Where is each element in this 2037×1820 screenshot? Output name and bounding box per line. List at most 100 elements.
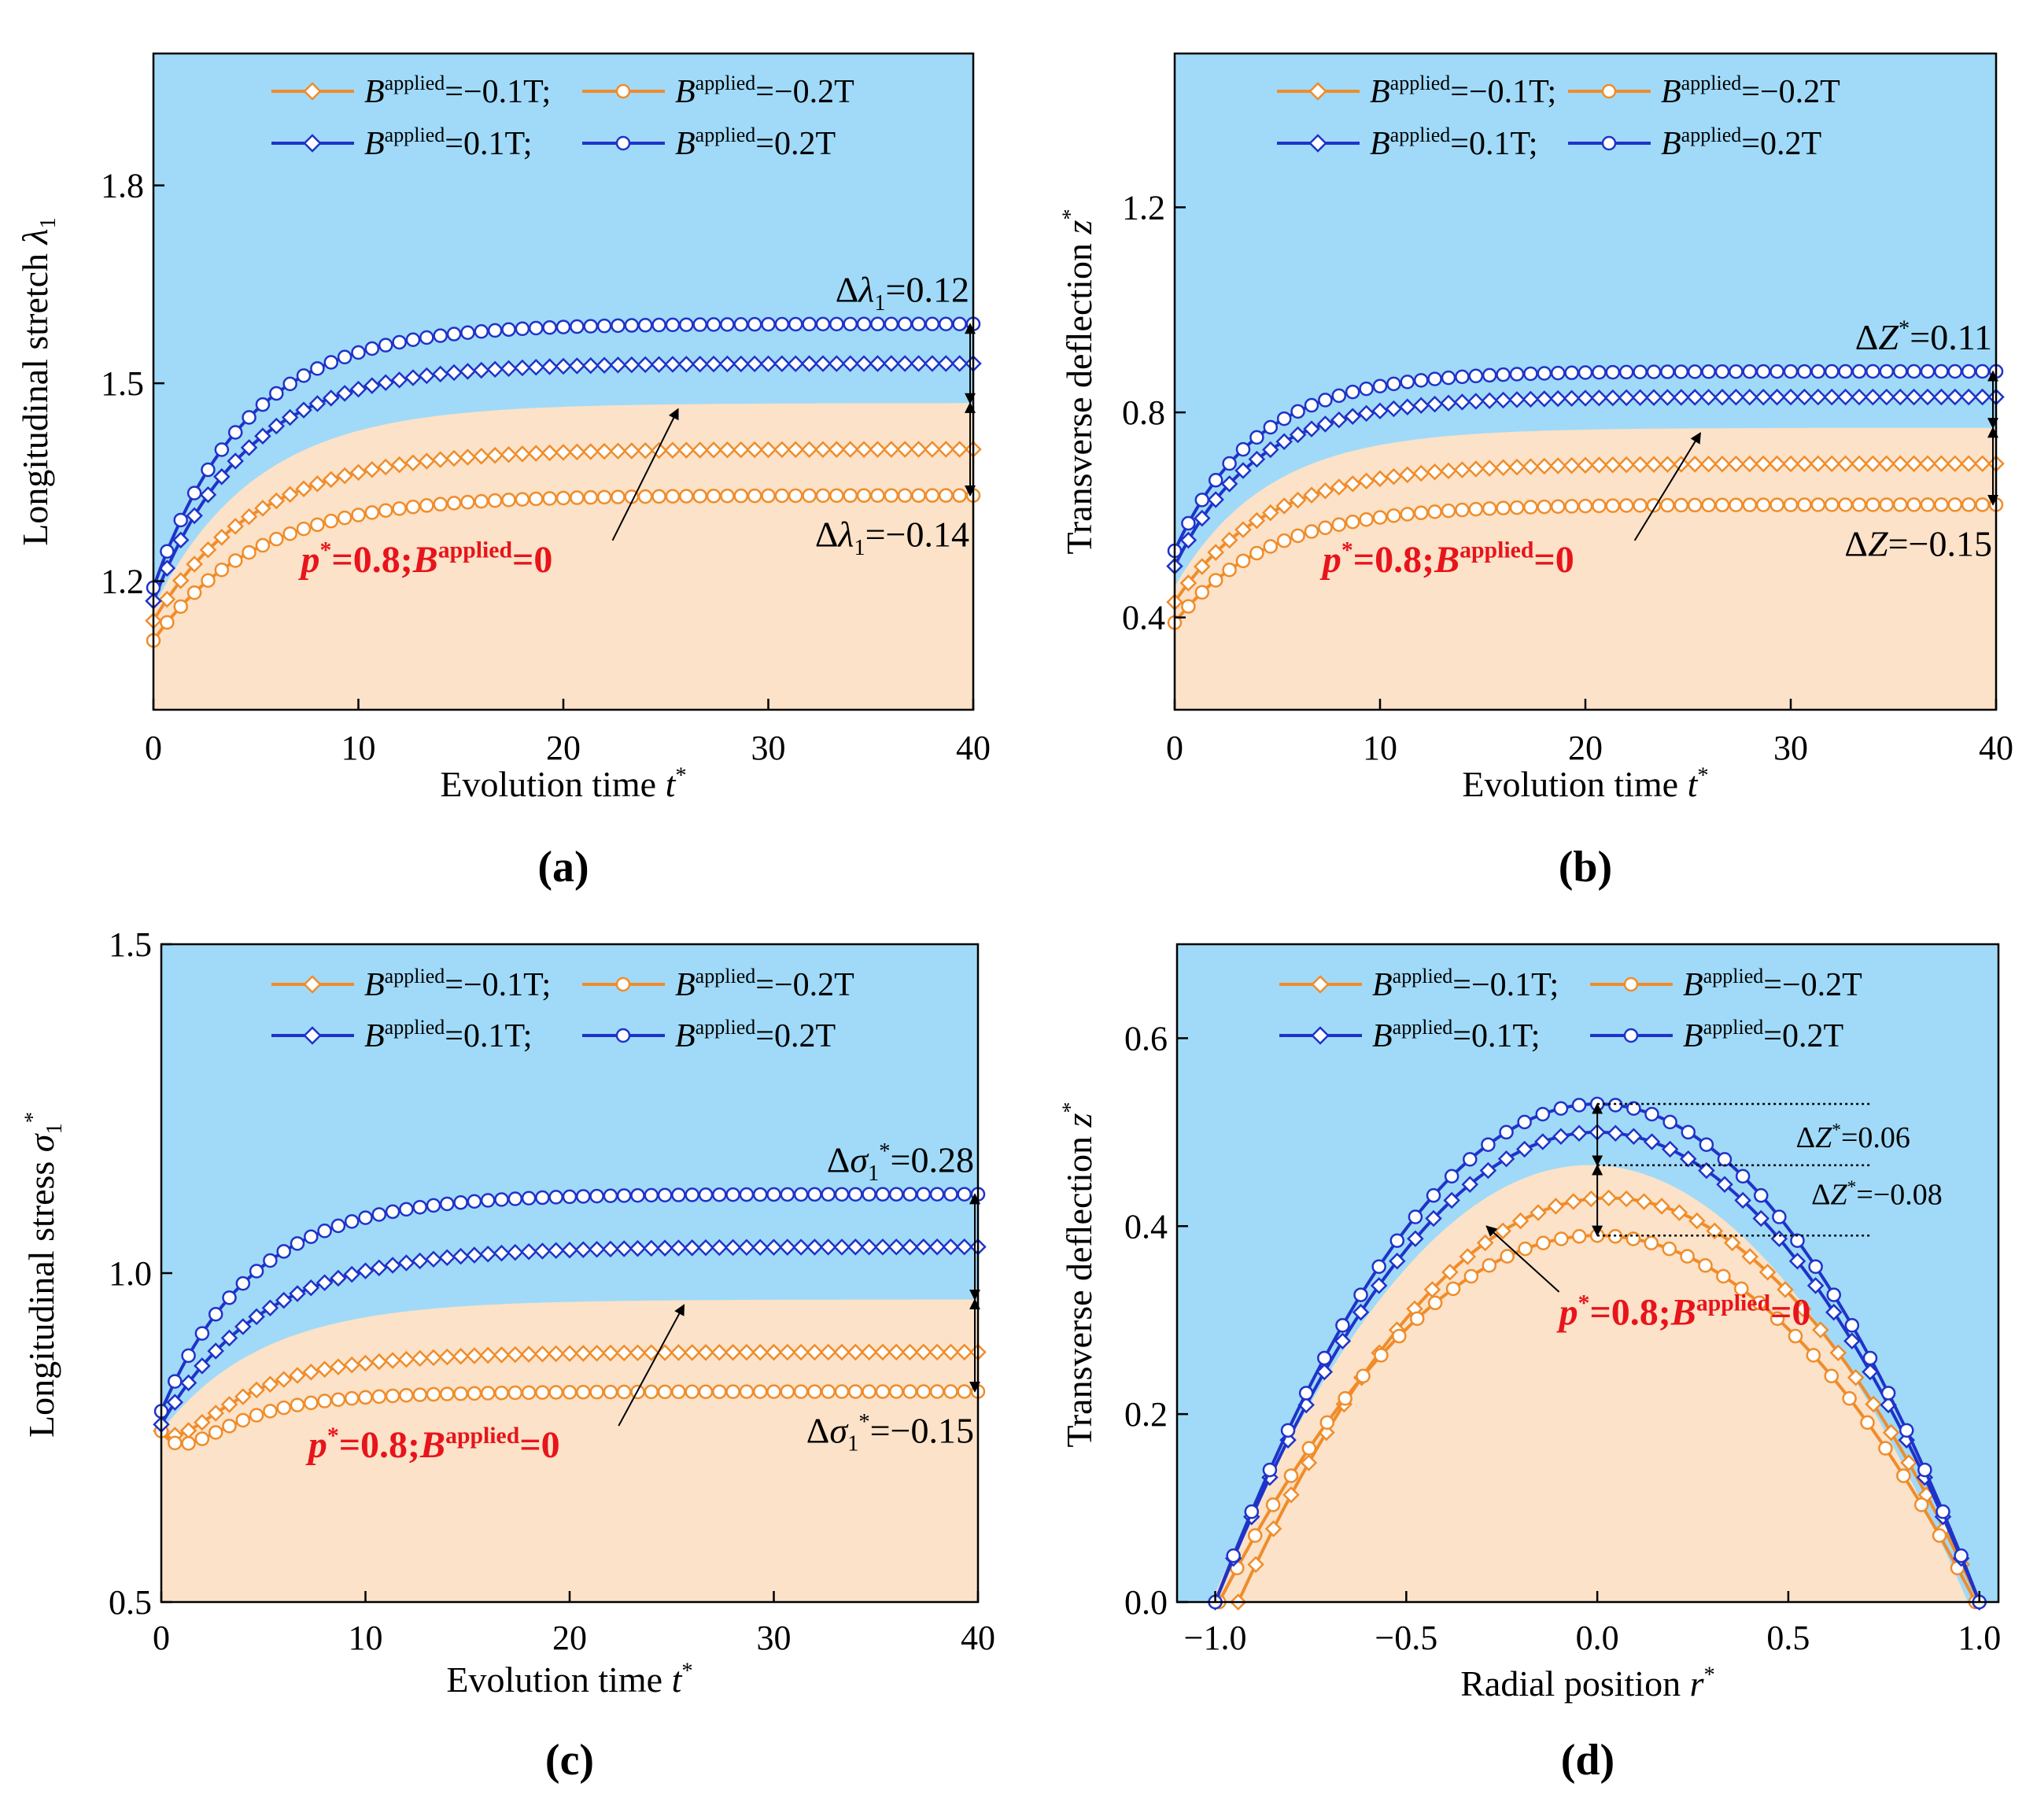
x-tick-label: 20 [552, 1619, 587, 1657]
data-point-circle [671, 1187, 686, 1202]
annotation-bottom: ΔZ=−0.15 [1844, 523, 1992, 563]
data-point-circle [1810, 497, 1826, 512]
data-point-diamond [1494, 391, 1512, 409]
annotation-bottom-part: =−0.15 [870, 1410, 974, 1450]
data-point-circle [1842, 1390, 1857, 1406]
data-point-diamond [650, 356, 668, 373]
data-point-diamond [1810, 455, 1827, 473]
data-point-diamond [1534, 1133, 1552, 1150]
data-point-circle [1550, 499, 1566, 514]
data-point-circle [1633, 364, 1648, 380]
data-point-circle [1496, 500, 1511, 515]
data-point-circle [1892, 497, 1908, 512]
data-point-diamond [1825, 1303, 1843, 1321]
data-point-diamond [507, 1243, 524, 1261]
annotation-top: Δσ1*=0.28 [827, 1139, 974, 1186]
data-point-circle [227, 553, 243, 568]
data-point-circle [208, 1425, 223, 1440]
data-point-diamond [847, 1343, 865, 1361]
data-point-circle [747, 488, 762, 504]
data-point-diamond [172, 572, 190, 589]
legend-label: Bapplied=−0.2T [675, 72, 854, 110]
data-point-diamond [527, 358, 545, 376]
data-point-circle [1317, 1350, 1332, 1366]
data-point-diamond [1453, 393, 1471, 411]
data-point-circle [752, 1187, 768, 1202]
data-point-circle [943, 1187, 958, 1202]
data-point-circle [774, 488, 790, 504]
data-point-circle [589, 1384, 604, 1400]
data-point-diamond [1248, 511, 1266, 530]
baseline-label-part: =0.8; [339, 1424, 420, 1466]
data-point-diamond [1389, 1252, 1406, 1270]
data-point-circle [766, 1384, 781, 1399]
data-point-circle [1644, 1235, 1659, 1250]
data-point-diamond [1836, 455, 1854, 473]
data-point-circle [637, 489, 653, 504]
data-point-circle [1947, 364, 1963, 379]
data-point-diamond [568, 357, 586, 375]
y-axis-label: Longitudinal stress σ1* [21, 1112, 68, 1438]
data-point-diamond [1618, 456, 1635, 474]
data-point-diamond [841, 355, 859, 372]
data-point-circle [494, 1192, 509, 1207]
data-point-circle [679, 317, 694, 332]
legend-marker-circle [615, 1028, 631, 1043]
data-point-diamond [1371, 470, 1389, 488]
x-tick-label: 0 [145, 729, 162, 767]
data-point-diamond [1670, 1204, 1688, 1221]
data-point-diamond [705, 355, 722, 373]
data-point-diamond [1536, 390, 1553, 408]
data-point-circle [1222, 456, 1237, 471]
data-point-circle [829, 316, 844, 332]
data-point-diamond [172, 531, 190, 549]
data-point-circle [1790, 1233, 1805, 1248]
baseline-region [1211, 1165, 1969, 1602]
annotation-top-part: Δ [827, 1140, 851, 1180]
annotation-top-part: =0.06 [1841, 1121, 1910, 1154]
data-point-diamond [1851, 455, 1868, 473]
data-point-circle [255, 537, 271, 553]
data-point-circle [644, 1384, 659, 1400]
data-point-circle [834, 1187, 850, 1202]
data-point-diamond [1494, 1222, 1511, 1240]
data-point-diamond [792, 1239, 810, 1256]
legend-marker-diamond [1311, 1026, 1330, 1045]
data-point-diamond [1768, 388, 1786, 406]
data-point-diamond [479, 1346, 496, 1364]
annotation-bottom-part: * [1847, 1177, 1857, 1198]
y-axis-label-part: σ [21, 1132, 61, 1152]
data-point-diamond [910, 355, 928, 372]
y-axis-label: Longitudinal stretch λ1 [15, 217, 61, 545]
data-point-diamond [855, 441, 873, 458]
data-point-circle [943, 1384, 958, 1399]
y-axis-label-part: λ [15, 229, 55, 246]
data-point-circle [1769, 364, 1784, 379]
data-point-diamond [710, 1343, 729, 1361]
data-point-diamond [623, 442, 640, 460]
x-tick-label: 0.0 [1576, 1619, 1619, 1657]
data-point-circle [1755, 364, 1771, 379]
data-point-diamond [1476, 1234, 1494, 1252]
legend-label-part: =0.2T [755, 126, 836, 162]
legend-label-part: applied [1703, 965, 1764, 988]
annotation-top: ΔZ*=0.06 [1796, 1120, 1910, 1154]
y-axis-label-part: z [1059, 1113, 1099, 1128]
data-point-circle [1699, 1137, 1714, 1152]
legend-label: Bapplied=0.2T [1683, 1016, 1843, 1054]
data-point-diamond [1973, 455, 1991, 473]
data-point-diamond [322, 389, 340, 407]
data-point-diamond [227, 452, 244, 470]
data-point-circle [453, 1195, 468, 1210]
data-point-circle [1578, 498, 1593, 514]
data-point-circle [1851, 364, 1867, 379]
data-point-diamond [1300, 1454, 1318, 1471]
data-point-diamond [1334, 1332, 1352, 1350]
data-point-circle [426, 1198, 441, 1213]
legend-label: Bapplied=−0.2T [675, 965, 854, 1003]
data-point-circle [515, 321, 530, 337]
data-point-diamond [356, 1354, 375, 1372]
data-point-circle [310, 361, 325, 376]
data-point-circle [1536, 1235, 1551, 1250]
